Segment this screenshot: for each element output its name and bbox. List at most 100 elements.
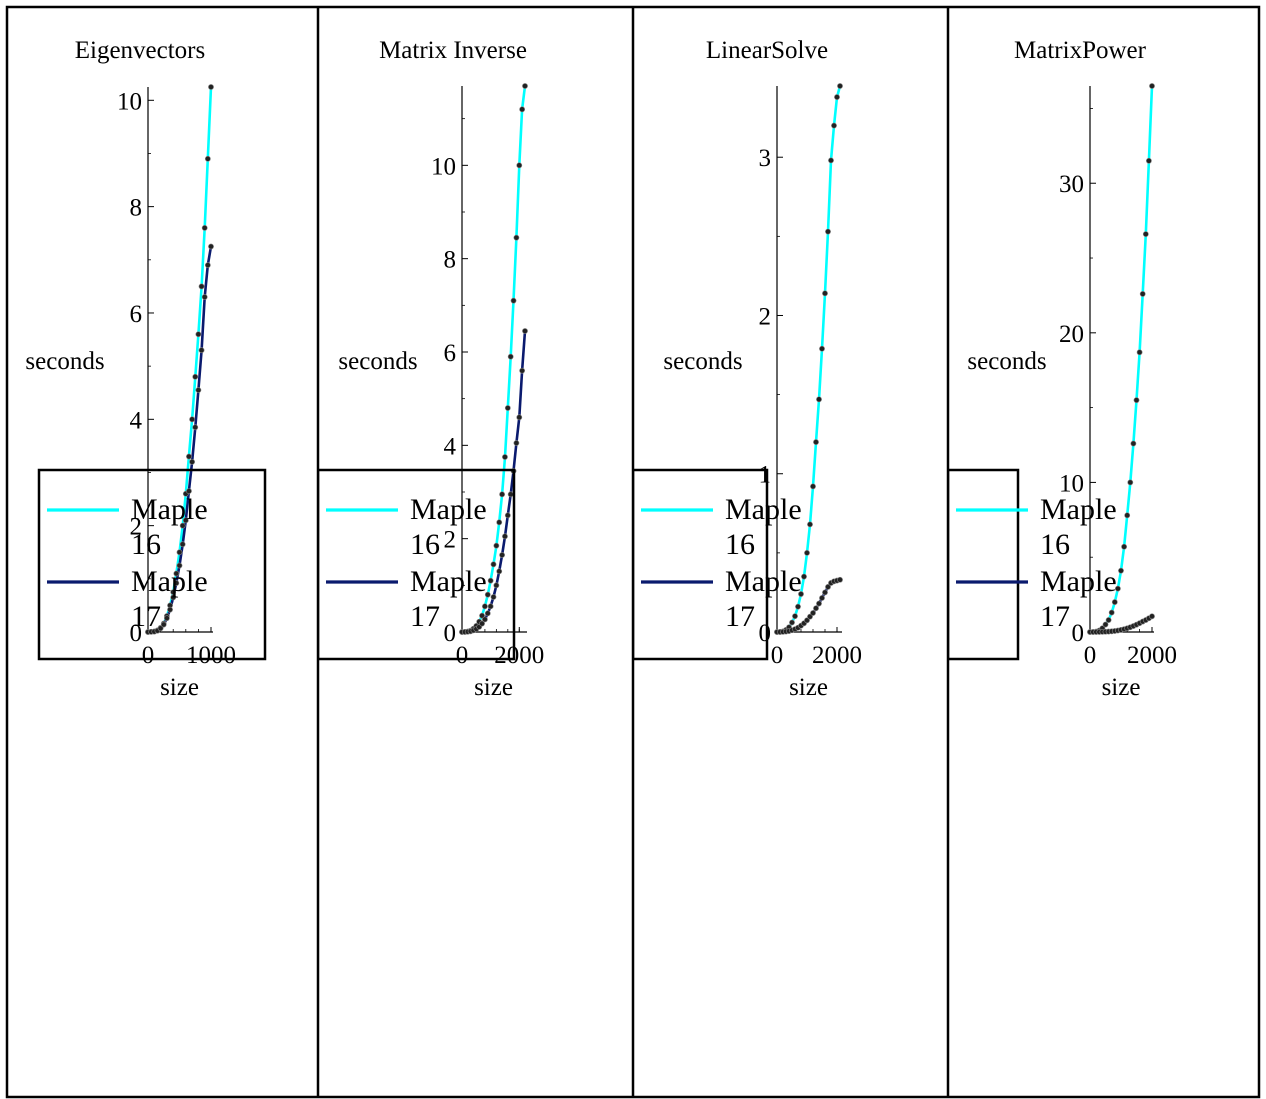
- legend-label: Maple 17: [725, 565, 802, 633]
- data-point: [179, 541, 186, 548]
- data-point: [510, 297, 517, 304]
- data-point: [499, 491, 505, 498]
- x-tick-label: 1000: [186, 642, 236, 669]
- data-point: [482, 603, 488, 610]
- y-tick-label: 2: [130, 514, 143, 541]
- data-point: [1133, 397, 1140, 404]
- data-point: [186, 453, 192, 460]
- data-point: [507, 353, 514, 360]
- y-tick-label: 6: [130, 301, 143, 328]
- data-point: [837, 83, 843, 89]
- legend-label: Maple 16: [1040, 493, 1117, 561]
- chart-1: Eigenvectors 0 2 4 6 8 10 0 1000 size seconds Maple…: [25, 37, 267, 701]
- data-point: [201, 225, 208, 231]
- y-tick-label: 1: [759, 462, 772, 489]
- legend-frame: [37, 468, 267, 661]
- legend-label: Maple 17: [410, 565, 487, 633]
- data-point: [804, 549, 810, 556]
- data-point: [195, 331, 202, 338]
- legend-label: Maple 16: [725, 493, 802, 561]
- data-point: [822, 290, 828, 297]
- data-point: [1102, 621, 1109, 628]
- y-tick-label: 20: [1059, 321, 1084, 348]
- data-point: [208, 84, 214, 90]
- data-point: [1127, 479, 1134, 486]
- chart-3-content: LinearSolve 0 1 2 3 0 2000 size seconds Maple 16Ma…: [633, 37, 862, 701]
- data-point: [1111, 599, 1118, 605]
- data-point: [204, 262, 211, 269]
- data-point: [1142, 231, 1149, 237]
- x-axis-label: size: [160, 674, 199, 701]
- y-axis-label: seconds: [663, 348, 742, 375]
- data-point: [167, 606, 173, 613]
- data-point: [813, 605, 819, 612]
- data-point: [493, 582, 500, 589]
- data-point: [1108, 609, 1115, 616]
- data-point: [825, 228, 831, 235]
- data-point: [1130, 440, 1137, 447]
- data-point: [1146, 157, 1152, 164]
- data-point: [795, 603, 801, 610]
- y-tick-label: 0: [130, 620, 143, 647]
- y-tick-label: 0: [1072, 620, 1085, 647]
- data-point: [825, 583, 831, 590]
- data-point: [1139, 291, 1146, 297]
- data-point: [831, 122, 837, 129]
- data-point: [1115, 585, 1121, 592]
- data-point: [198, 283, 205, 290]
- chart-3: LinearSolve 0 1 2 3 0 2000 size seconds Maple 16Ma…: [633, 37, 862, 701]
- y-tick-label: 0: [444, 620, 457, 647]
- legend-label: Maple 17: [1040, 565, 1117, 633]
- data-point: [182, 517, 189, 524]
- chart-title: Eigenvectors: [75, 37, 206, 64]
- x-tick-label: 2000: [1127, 642, 1177, 669]
- data-point: [834, 94, 840, 100]
- data-point: [1118, 567, 1124, 574]
- data-point: [507, 491, 514, 498]
- data-point: [816, 396, 822, 403]
- x-axis-label: size: [1102, 674, 1141, 701]
- chart-title: Matrix Inverse: [379, 37, 527, 64]
- data-point: [502, 533, 508, 540]
- panel-frames: [5, 5, 1261, 1099]
- chart-2: Matrix Inverse 0 2 4 6 8 10 0 2000 size seconds Map…: [318, 37, 544, 701]
- series-line-maple-16: [461, 85, 527, 634]
- data-point: [479, 620, 485, 627]
- data-point: [208, 243, 214, 250]
- data-point: [176, 549, 183, 556]
- chart-title: LinearSolve: [706, 37, 828, 64]
- y-axis-label: seconds: [338, 348, 417, 375]
- data-point: [1121, 543, 1127, 550]
- data-point: [496, 568, 503, 575]
- data-point: [513, 234, 520, 241]
- data-point: [1105, 617, 1112, 623]
- data-point: [487, 603, 494, 610]
- x-axis-label: size: [789, 674, 828, 701]
- data-point: [163, 615, 170, 622]
- y-tick-label: 10: [1059, 470, 1084, 497]
- data-point: [513, 440, 520, 446]
- data-point: [801, 573, 807, 580]
- data-point: [484, 591, 491, 598]
- series-line-maple-16: [1089, 85, 1154, 634]
- data-point: [519, 106, 526, 113]
- y-tick-label: 10: [431, 153, 456, 180]
- data-point: [496, 519, 503, 526]
- chart-2-content: Matrix Inverse 0 2 4 6 8 10 0 2000 size seconds Map…: [318, 37, 544, 701]
- legend-label: Maple 16: [131, 493, 208, 561]
- data-point: [516, 162, 523, 169]
- y-tick-label: 10: [117, 88, 142, 115]
- y-tick-label: 3: [759, 145, 772, 172]
- series-line-maple-16: [776, 85, 842, 634]
- chart-4: MatrixPower 0 10 20 30 0 2000 size seconds Maple 1…: [948, 37, 1177, 701]
- y-tick-label: 30: [1059, 171, 1084, 198]
- y-tick-label: 6: [444, 340, 457, 367]
- legend-label: Maple 17: [131, 565, 208, 633]
- data-point: [798, 591, 804, 597]
- x-tick-label: 0: [456, 642, 469, 669]
- data-point: [195, 387, 202, 393]
- data-point: [819, 595, 825, 601]
